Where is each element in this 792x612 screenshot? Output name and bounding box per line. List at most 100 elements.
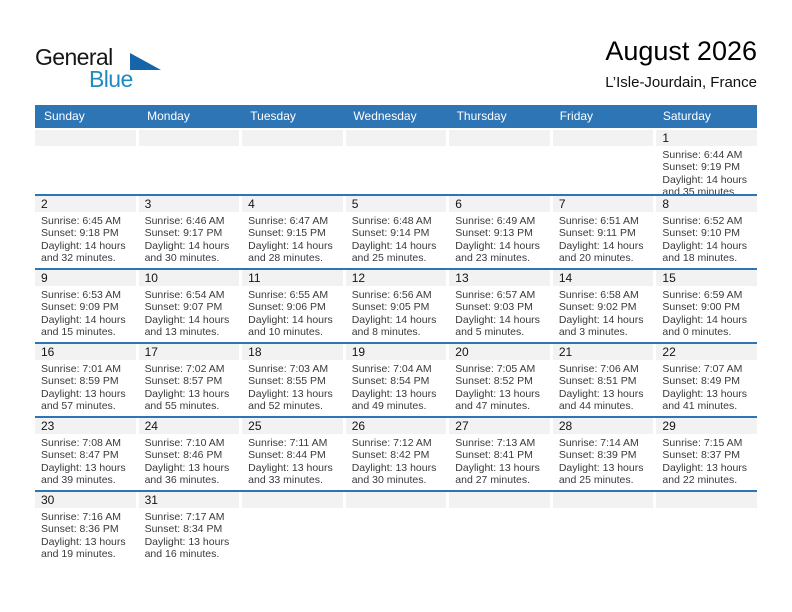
day-info-line: Sunrise: 7:15 AM xyxy=(662,437,743,449)
day-info-line: Sunset: 8:49 PM xyxy=(662,375,741,388)
day-info-line: Sunset: 8:34 PM xyxy=(144,523,223,536)
day-info: Sunrise: 7:06 AM Sunset: 8:51 PM Daylight:… xyxy=(553,360,654,413)
day-info-line: and 19 minutes. xyxy=(41,548,116,561)
calendar-day-7: 7 Sunrise: 6:51 AM Sunset: 9:11 PM Daylight… xyxy=(552,196,654,268)
day-info: Sunrise: 6:56 AM Sunset: 9:05 PM Daylight:… xyxy=(346,286,447,339)
day-info-line: and 22 minutes. xyxy=(662,474,738,487)
calendar-day-empty xyxy=(656,492,757,564)
page-subtitle: L’Isle-Jourdain, France xyxy=(605,74,757,91)
day-info xyxy=(35,146,136,149)
calendar-day-11: 11 Sunrise: 6:55 AM Sunset: 9:06 PM Dayligh… xyxy=(242,270,343,342)
day-info-line: Sunrise: 7:08 AM xyxy=(41,437,121,449)
day-info-line: Sunset: 8:54 PM xyxy=(351,375,430,388)
day-info: Sunrise: 7:08 AM Sunset: 8:47 PM Daylight:… xyxy=(35,434,136,487)
day-info: Sunrise: 6:59 AM Sunset: 9:00 PM Daylight:… xyxy=(656,286,757,339)
calendar-day-empty xyxy=(449,492,550,564)
day-info: Sunrise: 7:04 AM Sunset: 8:54 PM Daylight:… xyxy=(346,360,447,413)
day-info-line: Daylight: 13 hours xyxy=(558,461,644,474)
day-info xyxy=(553,508,654,511)
day-number-band: 10 xyxy=(138,270,240,286)
day-info-line: Sunrise: 7:05 AM xyxy=(455,363,536,375)
calendar-day-empty xyxy=(35,130,136,194)
day-number-band: 11 xyxy=(242,270,343,286)
day-info-line: Sunrise: 7:03 AM xyxy=(248,363,329,375)
day-info-line: Sunrise: 6:48 AM xyxy=(351,215,432,227)
day-info-line: Sunset: 9:18 PM xyxy=(41,227,119,240)
day-of-week-header-row: Sunday Monday Tuesday Wednesday Thursday Frid… xyxy=(35,105,757,128)
day-info-line: and 13 minutes. xyxy=(144,326,220,339)
day-info-line: Sunset: 8:57 PM xyxy=(144,375,223,388)
day-info: Sunrise: 7:10 AM Sunset: 8:46 PM Daylight:… xyxy=(139,434,240,487)
day-info-line: Sunrise: 6:57 AM xyxy=(455,289,536,301)
day-number-band: 22 xyxy=(656,344,757,360)
day-info-line: Daylight: 14 hours xyxy=(144,239,230,252)
day-info-line: Sunset: 9:14 PM xyxy=(351,227,430,240)
day-info-line: and 30 minutes. xyxy=(351,474,427,487)
day-info-line: Sunrise: 6:46 AM xyxy=(144,215,225,227)
calendar-day-8: 8 Sunrise: 6:52 AM Sunset: 9:10 PM Daylight… xyxy=(656,196,757,268)
day-number-band: 21 xyxy=(552,344,654,360)
day-number-band: 20 xyxy=(449,344,550,360)
calendar-day-2: 2 Sunrise: 6:45 AM Sunset: 9:18 PM Daylight… xyxy=(35,196,136,268)
day-info-line: Daylight: 13 hours xyxy=(144,535,230,548)
day-info-line: Sunset: 9:09 PM xyxy=(41,301,119,314)
day-info-line: and 44 minutes. xyxy=(558,400,634,413)
day-number-band: 14 xyxy=(552,270,654,286)
day-info-line: Sunrise: 7:10 AM xyxy=(144,437,225,449)
day-info-line: Daylight: 13 hours xyxy=(248,461,333,474)
day-number-band: 26 xyxy=(345,418,447,434)
day-info-line: Daylight: 13 hours xyxy=(144,387,230,400)
calendar-day-5: 5 Sunrise: 6:48 AM Sunset: 9:14 PM Daylight… xyxy=(345,196,447,268)
day-of-week-sunday: Sunday xyxy=(44,109,85,123)
day-info-line: Sunset: 9:10 PM xyxy=(662,227,741,240)
day-info-line: Sunrise: 7:12 AM xyxy=(351,437,432,449)
day-info-line: Daylight: 14 hours xyxy=(455,239,540,252)
day-info-line: Daylight: 14 hours xyxy=(41,313,126,326)
day-info-line: and 25 minutes. xyxy=(558,474,634,487)
day-number-band: 3 xyxy=(138,196,240,212)
day-info-line: Sunset: 8:41 PM xyxy=(455,449,533,462)
day-info-line: Sunrise: 7:16 AM xyxy=(41,511,121,523)
day-info-line: and 23 minutes. xyxy=(455,252,530,265)
day-info-line: Daylight: 13 hours xyxy=(41,535,126,548)
day-info-line: Sunrise: 6:49 AM xyxy=(455,215,536,227)
day-info-line: Sunrise: 6:59 AM xyxy=(662,289,743,301)
calendar-weeks: 1 Sunrise: 6:44 AM Sunset: 9:19 PM Daylight… xyxy=(35,130,757,564)
day-info: Sunrise: 7:15 AM Sunset: 8:37 PM Daylight:… xyxy=(656,434,757,487)
day-number-band xyxy=(449,492,550,508)
day-info-line: and 55 minutes. xyxy=(144,400,220,413)
calendar-day-empty xyxy=(552,130,654,194)
day-info: Sunrise: 7:07 AM Sunset: 8:49 PM Daylight:… xyxy=(656,360,757,413)
day-info-line: and 0 minutes. xyxy=(662,326,732,339)
day-info-line: Daylight: 13 hours xyxy=(455,461,540,474)
day-info-line: Daylight: 14 hours xyxy=(662,173,748,186)
day-info-line: Sunrise: 7:17 AM xyxy=(144,511,225,523)
day-info-line: Daylight: 14 hours xyxy=(351,313,437,326)
day-info-line: and 30 minutes. xyxy=(144,252,220,265)
day-info-line: and 52 minutes. xyxy=(248,400,323,413)
day-number-band xyxy=(552,492,654,508)
day-info xyxy=(242,508,343,511)
day-info-line: Sunrise: 6:44 AM xyxy=(662,149,743,161)
day-info-line: Daylight: 13 hours xyxy=(558,387,644,400)
day-number-band xyxy=(345,130,447,146)
day-info-line: Sunset: 9:07 PM xyxy=(144,301,223,314)
calendar-day-19: 19 Sunrise: 7:04 AM Sunset: 8:54 PM Dayligh… xyxy=(345,344,447,416)
day-info-line: Sunset: 8:46 PM xyxy=(144,449,223,462)
day-info-line: Sunset: 8:51 PM xyxy=(558,375,637,388)
day-info-line: Sunrise: 7:07 AM xyxy=(662,363,743,375)
day-info-line: and 10 minutes. xyxy=(248,326,323,339)
day-number-band: 18 xyxy=(242,344,343,360)
calendar-day-1: 1 Sunrise: 6:44 AM Sunset: 9:19 PM Daylight… xyxy=(656,130,757,194)
day-info-line: and 8 minutes. xyxy=(351,326,421,339)
day-number-band: 30 xyxy=(35,492,136,508)
day-info-line: Sunrise: 7:13 AM xyxy=(455,437,536,449)
day-info-line: and 57 minutes. xyxy=(41,400,116,413)
day-info-line: and 28 minutes. xyxy=(248,252,323,265)
calendar-day-24: 24 Sunrise: 7:10 AM Sunset: 8:46 PM Dayligh… xyxy=(138,418,240,490)
day-info-line: Sunset: 9:06 PM xyxy=(248,301,326,314)
calendar-day-14: 14 Sunrise: 6:58 AM Sunset: 9:02 PM Dayligh… xyxy=(552,270,654,342)
day-info-line: Sunset: 8:55 PM xyxy=(248,375,326,388)
day-number-band: 4 xyxy=(242,196,343,212)
